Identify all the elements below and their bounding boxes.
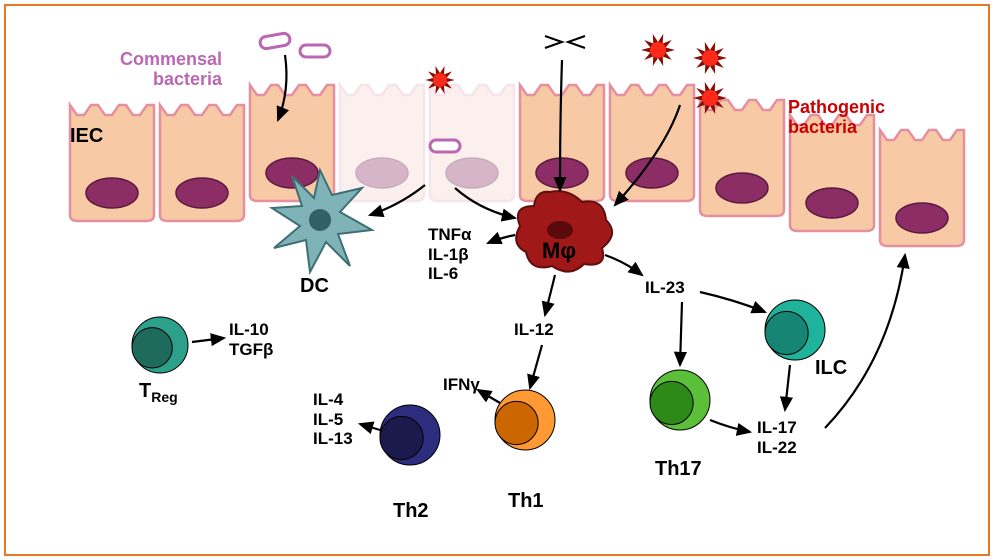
iec-label: IEC: [70, 125, 103, 148]
il17-22-label: IL-17 IL-22: [757, 418, 797, 457]
mac-cytokines-label: TNFα IL-1β IL-6: [428, 225, 472, 284]
tight-junction-icon: [545, 36, 585, 48]
pathogenic-label: Pathogenic bacteria: [788, 98, 885, 138]
treg-label: TReg: [139, 380, 178, 405]
th17-label: Th17: [655, 458, 702, 481]
il4-5-13-label: IL-4 IL-5 IL-13: [313, 390, 353, 449]
il10-tgfb-label: IL-10 TGFβ: [229, 320, 273, 359]
macrophage-label: Mφ: [542, 238, 576, 264]
commensal-label: Commensal bacteria: [120, 50, 222, 90]
th1-label: Th1: [508, 490, 544, 513]
il23-label: IL-23: [645, 278, 685, 298]
dc-label: DC: [300, 275, 329, 298]
ifng-label: IFNγ: [443, 375, 480, 395]
il12-label: IL-12: [514, 320, 554, 340]
th2-label: Th2: [393, 500, 429, 523]
ilc-label: ILC: [815, 357, 847, 380]
